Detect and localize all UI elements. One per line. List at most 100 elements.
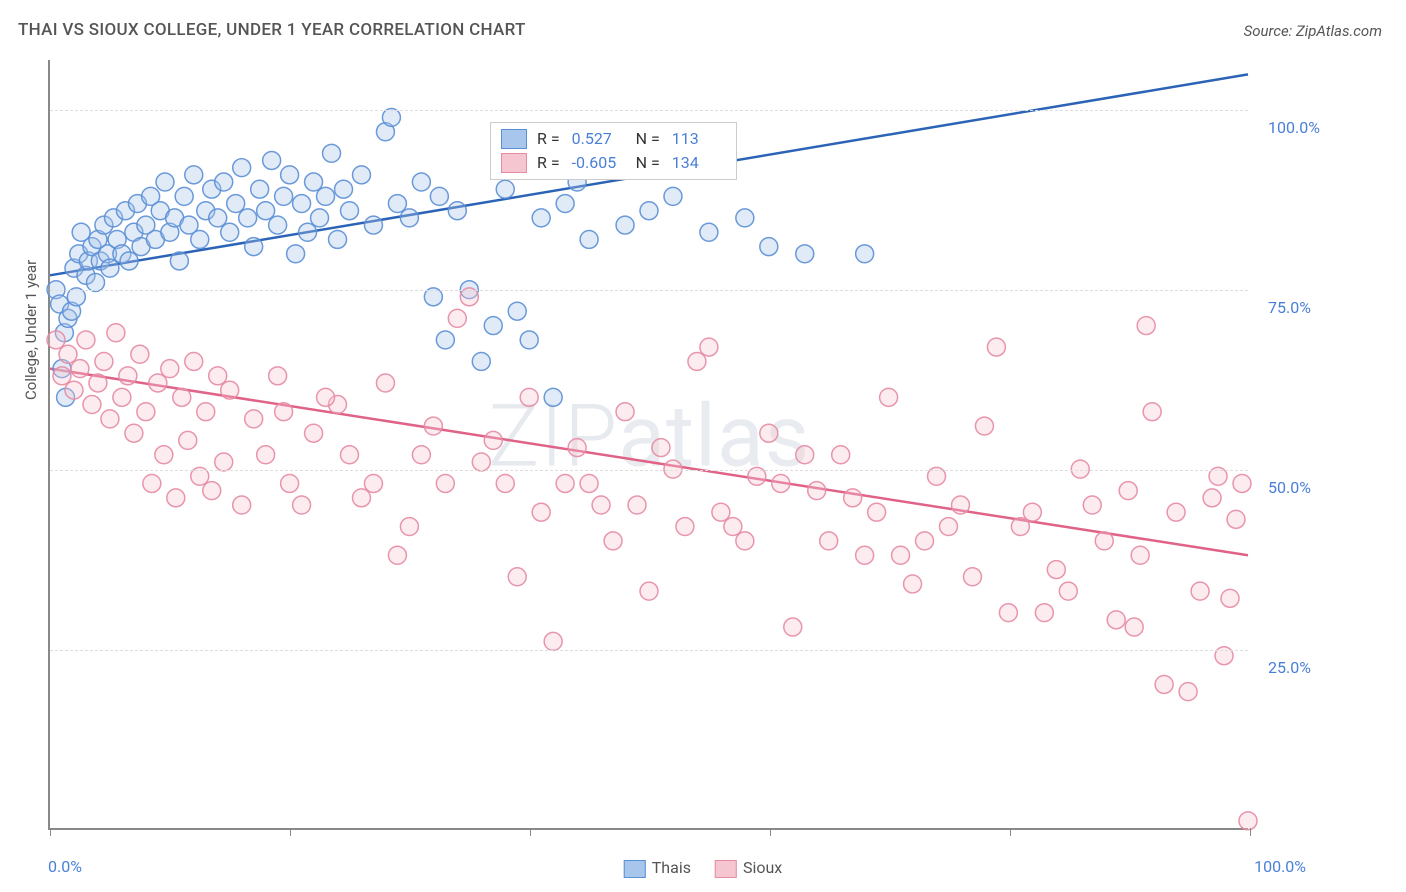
data-point [335,180,353,198]
data-point [119,367,137,385]
data-point [1059,582,1077,600]
data-point [508,302,526,320]
data-point [245,238,263,256]
data-point [352,166,370,184]
data-point [269,367,287,385]
legend-n-value: 134 [672,151,720,175]
data-point [293,195,311,213]
data-point [1143,403,1161,421]
data-point [107,324,125,342]
plot-area: ZIPatlas R =0.527N =113R =-0.605N =134 2… [48,60,1248,830]
data-point [664,187,682,205]
data-point [412,173,430,191]
data-point [1179,683,1197,701]
legend-row: R =0.527N =113 [501,127,726,151]
legend-n-value: 113 [672,127,720,151]
data-point [83,396,101,414]
x-tick [1010,828,1011,836]
data-point [736,532,754,550]
data-point [496,475,514,493]
data-point [987,338,1005,356]
data-point [257,202,275,220]
data-point [520,331,538,349]
bottom-legend-item: Sioux [715,858,782,878]
data-point [520,388,538,406]
data-point [1125,618,1143,636]
data-point [568,439,586,457]
data-point [700,338,718,356]
data-point [856,546,874,564]
data-point [1137,317,1155,335]
data-point [143,475,161,493]
data-point [868,503,886,521]
data-point [125,424,143,442]
data-point [156,173,174,191]
data-point [149,374,167,392]
data-point [197,403,215,421]
x-tick [50,828,51,836]
data-point [227,195,245,213]
data-point [167,489,185,507]
data-point [173,388,191,406]
data-point [233,496,251,514]
legend-r-label: R = [537,151,560,175]
data-point [1035,604,1053,622]
bottom-legend: ThaisSioux [624,858,783,878]
y-tick-label: 75.0% [1268,298,1311,317]
data-point [364,216,382,234]
data-point [1011,518,1029,536]
correlation-legend: R =0.527N =113R =-0.605N =134 [490,122,737,180]
data-point [1071,460,1089,478]
data-point [364,475,382,493]
data-point [652,439,670,457]
data-point [77,331,95,349]
data-point [281,475,299,493]
data-point [293,496,311,514]
data-point [221,381,239,399]
data-point [400,209,418,227]
data-point [376,374,394,392]
data-point [209,367,227,385]
legend-r-label: R = [537,127,560,151]
data-point [95,352,113,370]
data-point [1119,482,1137,500]
data-point [664,460,682,478]
data-point [448,309,466,327]
data-point [47,331,65,349]
data-point [544,632,562,650]
data-point [155,446,173,464]
data-point [89,374,107,392]
data-point [245,410,263,428]
data-point [1191,582,1209,600]
data-point [472,453,490,471]
data-point [724,518,742,536]
data-point [472,352,490,370]
data-point [904,575,922,593]
data-point [269,216,287,234]
data-point [317,187,335,205]
data-point [185,352,203,370]
data-point [120,252,138,270]
legend-n-label: N = [636,151,660,175]
data-point [975,417,993,435]
data-point [233,159,251,177]
gridline [50,110,1248,111]
data-point [317,388,335,406]
data-point [179,431,197,449]
data-point [215,453,233,471]
data-point [1233,475,1251,493]
data-point [299,223,317,241]
y-tick-label: 50.0% [1268,478,1311,497]
data-point [170,252,188,270]
data-point [556,475,574,493]
data-point [784,618,802,636]
legend-row: R =-0.605N =134 [501,151,726,175]
data-point [580,475,598,493]
data-point [175,187,193,205]
y-tick-label: 100.0% [1268,118,1320,137]
data-point [185,166,203,184]
data-point [736,209,754,227]
data-point [760,424,778,442]
data-point [263,152,281,170]
data-point [101,410,119,428]
